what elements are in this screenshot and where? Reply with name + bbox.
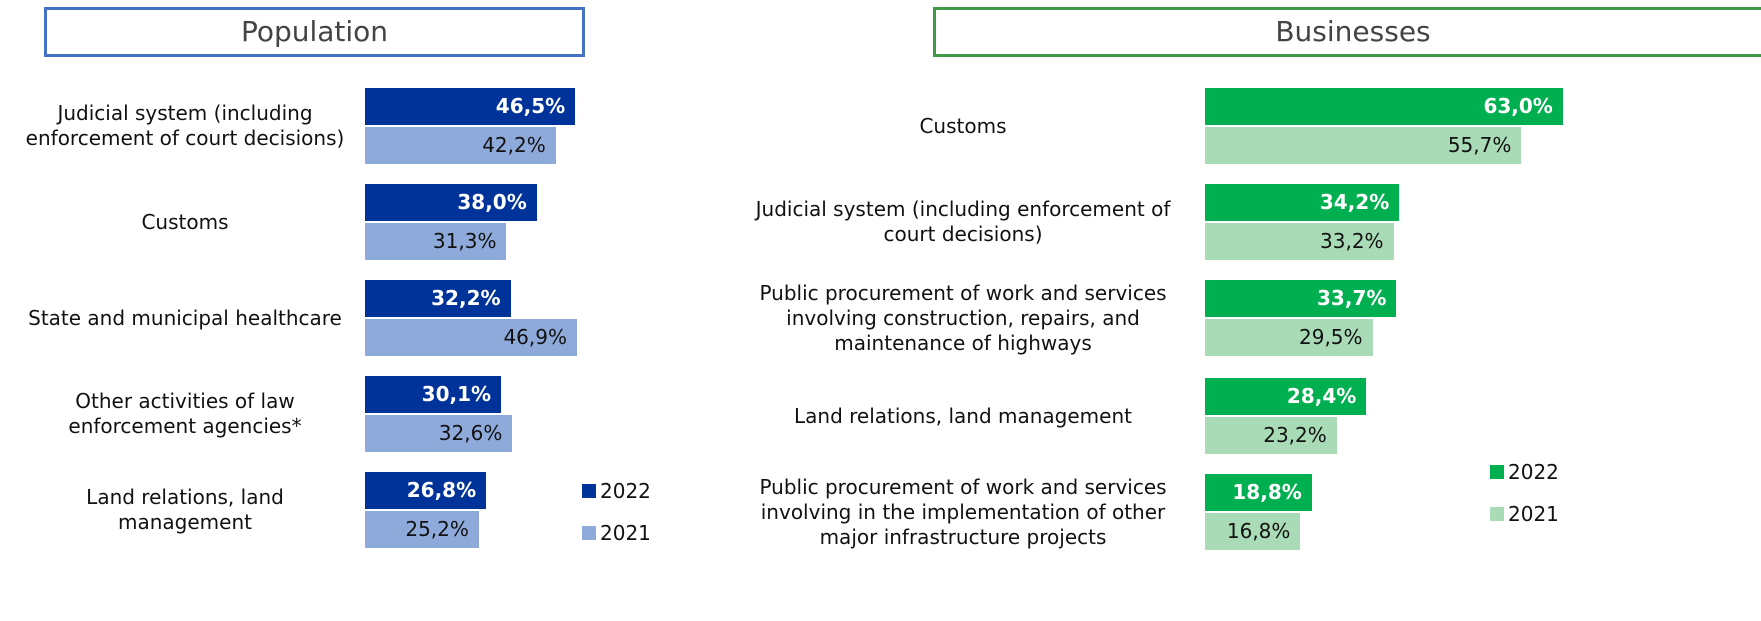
value-label: 26,8%	[406, 478, 477, 502]
bar	[365, 376, 502, 413]
value-label: 46,9%	[503, 325, 567, 349]
bar	[1205, 474, 1312, 511]
bar	[365, 127, 556, 164]
value-label: 42,2%	[482, 133, 546, 157]
legend-label: 2022	[600, 479, 651, 503]
legend-swatch	[582, 484, 596, 498]
value-label: 33,7%	[1317, 286, 1387, 310]
value-label: 38,0%	[457, 190, 527, 214]
bar	[365, 415, 513, 452]
category-label: Public procurement of work and services …	[759, 280, 1167, 355]
category-label: Judicial system (including enforcement o…	[755, 197, 1171, 246]
bar	[365, 280, 511, 317]
value-label: 28,4%	[1286, 384, 1357, 408]
chart-title: Population	[44, 7, 585, 57]
legend-swatch	[1490, 507, 1504, 521]
value-label: 32,2%	[431, 286, 501, 310]
value-label: 34,2%	[1319, 190, 1390, 214]
legend-label: 2021	[600, 521, 651, 545]
value-label: 16,8%	[1226, 519, 1291, 543]
chart-title: Businesses	[933, 7, 1761, 57]
category-label: Judicial system (including enforcement o…	[25, 101, 345, 150]
bar	[1205, 319, 1373, 356]
bar	[365, 223, 507, 260]
bar	[1205, 417, 1337, 454]
value-label: 23,2%	[1263, 423, 1327, 447]
bar	[1205, 513, 1301, 550]
legend-swatch	[582, 526, 596, 540]
bar	[365, 511, 479, 548]
value-label: 55,7%	[1447, 133, 1512, 157]
category-label: Other activities of law enforcement agen…	[68, 389, 302, 438]
category-label: Customs	[141, 209, 229, 234]
bar	[1205, 88, 1563, 125]
bar	[365, 88, 576, 125]
bar	[365, 319, 577, 356]
value-label: 46,5%	[495, 94, 566, 118]
value-label: 18,8%	[1232, 480, 1302, 504]
value-label: 30,1%	[421, 382, 492, 406]
bar	[1205, 184, 1400, 221]
category-label: Public procurement of work and services …	[759, 474, 1167, 549]
category-label: Land relations, land management	[86, 485, 284, 534]
value-label: 31,3%	[432, 229, 497, 253]
value-label: 33,2%	[1320, 229, 1384, 253]
legend-swatch	[1490, 465, 1504, 479]
bar	[1205, 127, 1522, 164]
legend-label: 2021	[1508, 502, 1559, 526]
bar	[365, 472, 487, 509]
value-label: 32,6%	[438, 421, 503, 445]
value-label: 25,2%	[405, 517, 469, 541]
category-label: Customs	[919, 113, 1007, 138]
category-label: Land relations, land management	[794, 403, 1132, 428]
bar	[1205, 280, 1397, 317]
legend-label: 2022	[1508, 460, 1559, 484]
category-label: State and municipal healthcare	[28, 305, 342, 330]
bar	[1205, 223, 1394, 260]
bar	[365, 184, 537, 221]
value-label: 63,0%	[1483, 94, 1553, 118]
bar	[1205, 378, 1367, 415]
value-label: 29,5%	[1299, 325, 1363, 349]
